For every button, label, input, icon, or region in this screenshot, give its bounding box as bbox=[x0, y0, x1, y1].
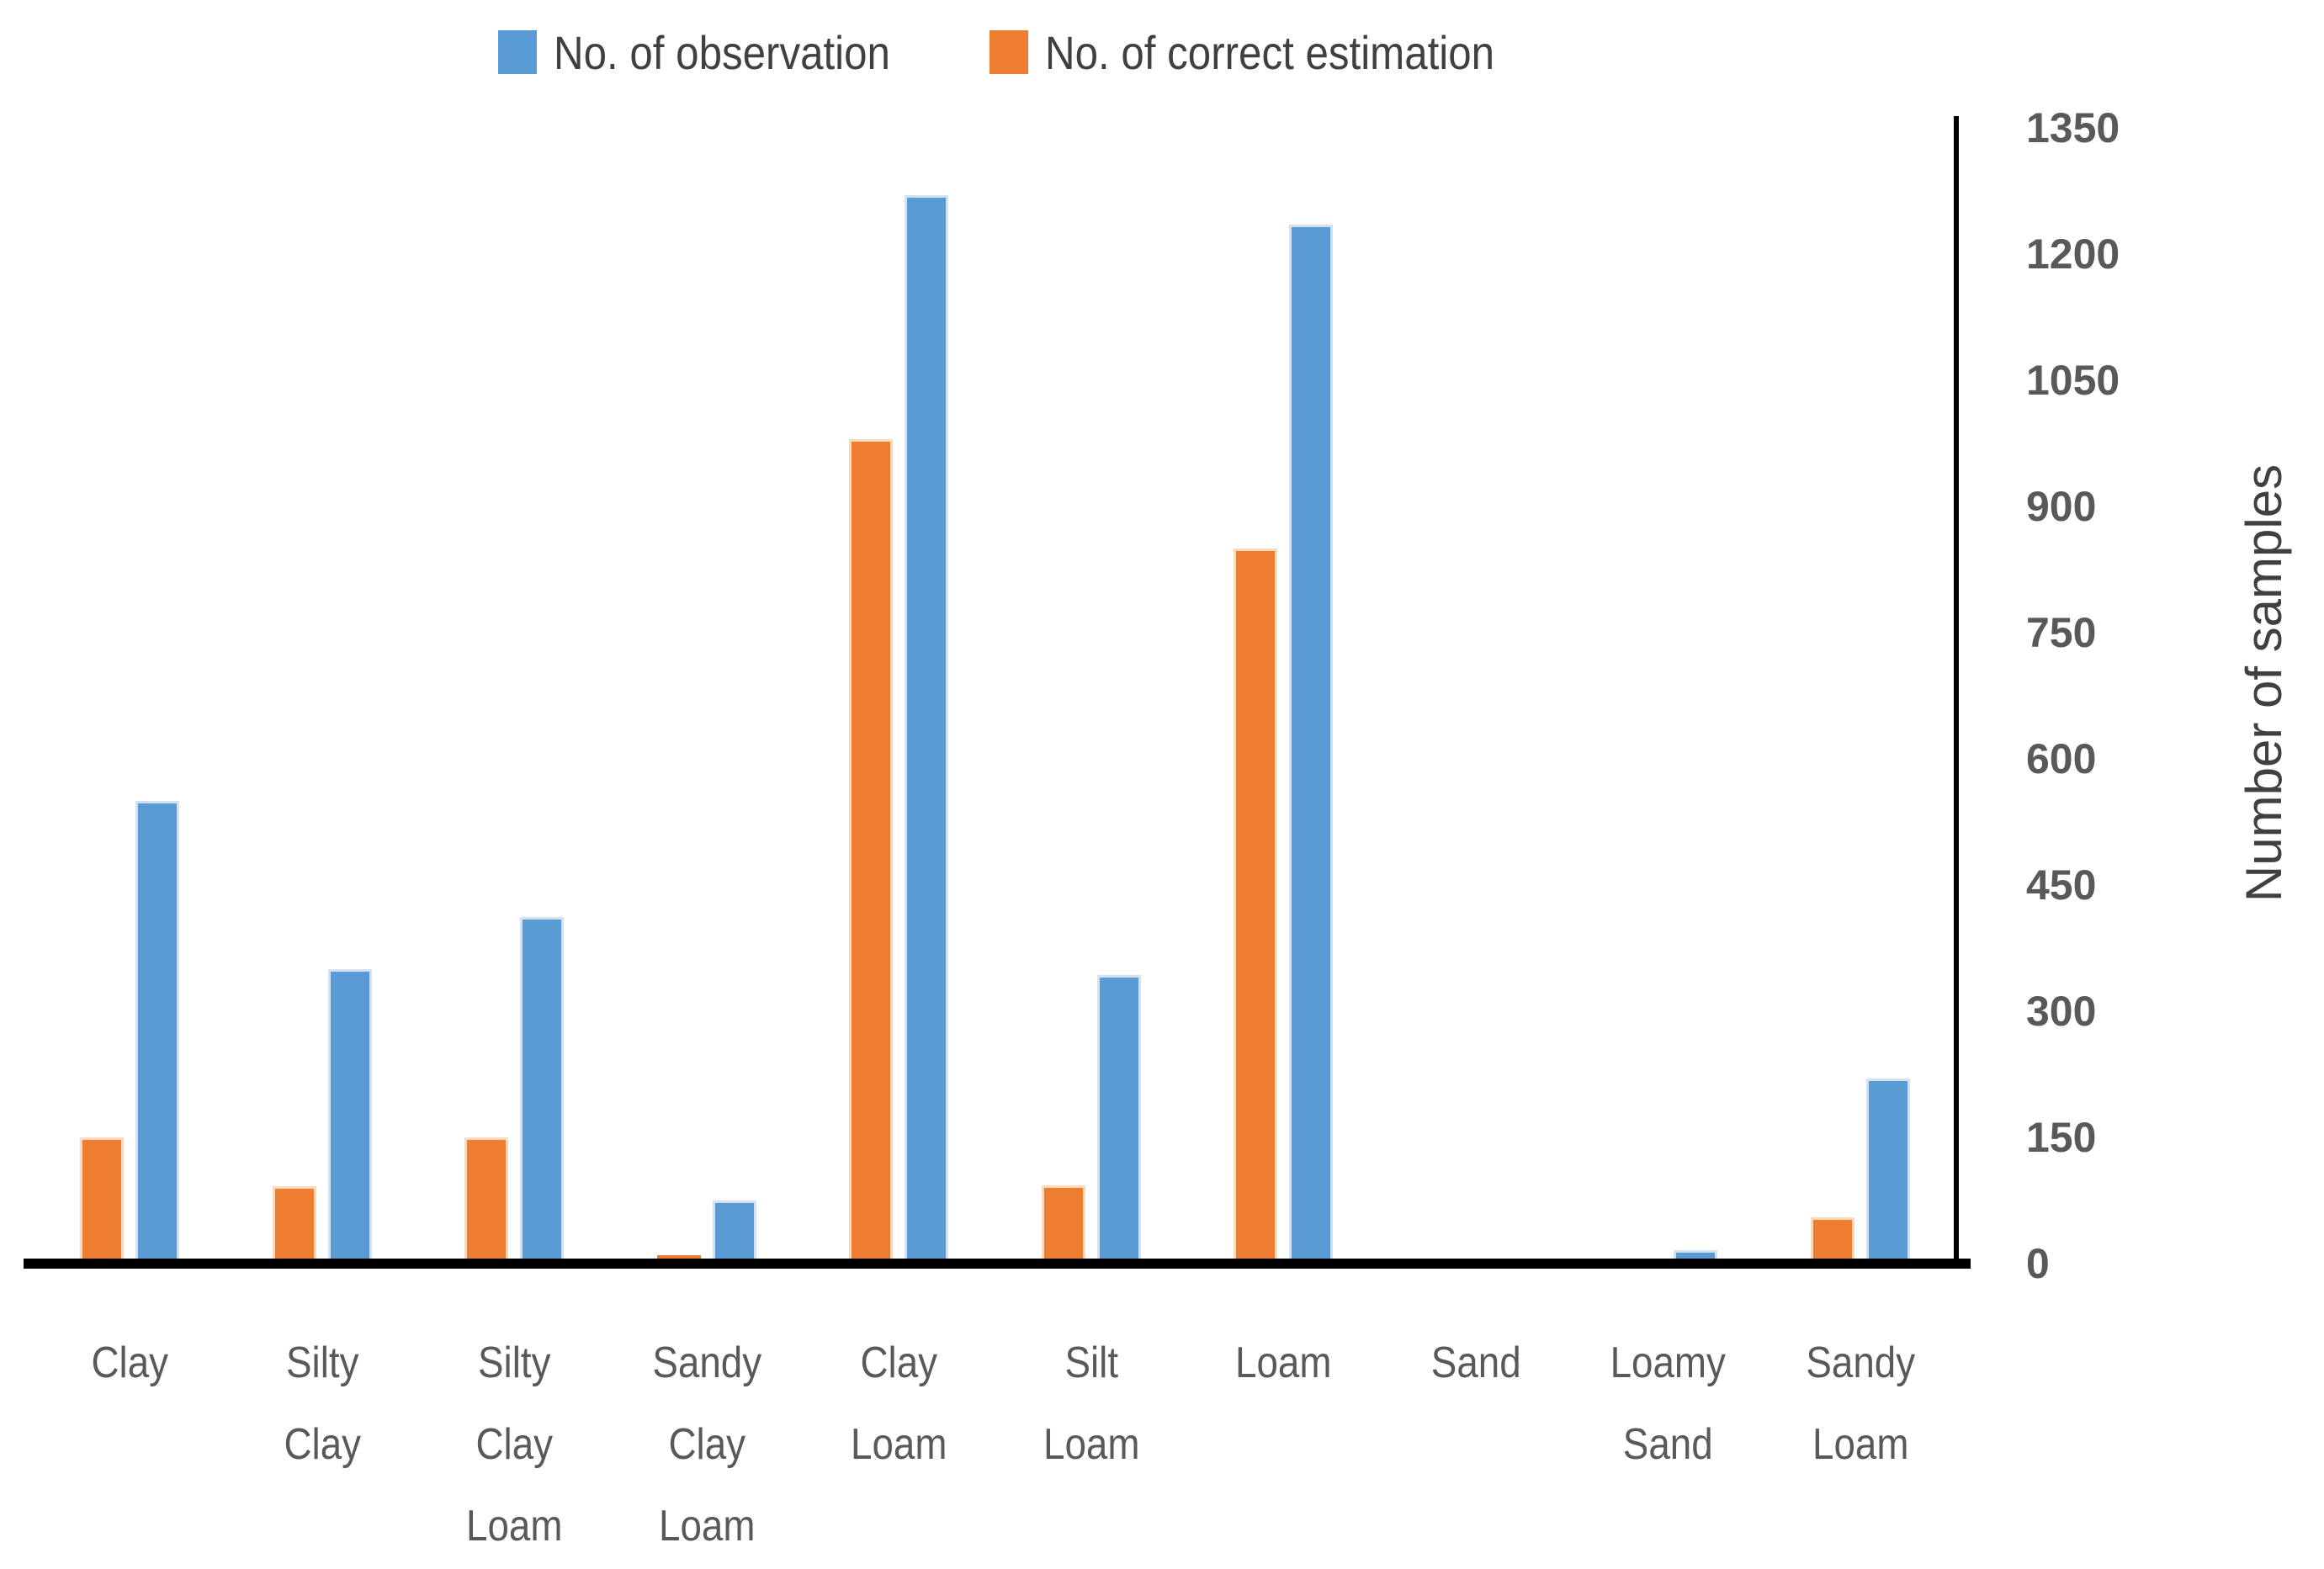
y-tick-300: 300 bbox=[2026, 988, 2097, 1035]
x-label-sandy-clay-loam: Sandy Clay Loam bbox=[651, 1338, 761, 1550]
bar-no-of-correct-estimation-clay-loam bbox=[849, 439, 894, 1264]
bar-no-of-correct-estimation-silty-clay bbox=[272, 1186, 316, 1264]
bar-group-sandy-clay-loam bbox=[611, 128, 804, 1264]
y-tick-1200: 1200 bbox=[2026, 231, 2120, 278]
y-tick-1350: 1350 bbox=[2026, 104, 2120, 151]
y-axis-title: Number of samples bbox=[2236, 464, 2292, 903]
bar-group-silt-loam bbox=[995, 128, 1188, 1264]
legend-item-no-of-correct-estimation: No. of correct estimation bbox=[990, 25, 1556, 80]
bar-no-of-correct-estimation-silt-loam bbox=[1041, 1185, 1085, 1264]
legend-swatch-icon bbox=[498, 30, 537, 74]
bar-no-of-correct-estimation-silty-clay-loam bbox=[464, 1137, 509, 1264]
bar-no-of-correct-estimation-sandy-loam bbox=[1810, 1217, 1854, 1264]
y-tick-1050: 1050 bbox=[2026, 357, 2120, 404]
bar-group-clay bbox=[34, 128, 226, 1264]
bar-no-of-observation-clay-loam bbox=[905, 195, 949, 1264]
bar-group-sand bbox=[1380, 128, 1573, 1264]
bar-no-of-observation-clay bbox=[135, 801, 180, 1264]
bar-no-of-observation-sandy-loam bbox=[1865, 1079, 1910, 1264]
x-label-sandy-loam: Sandy Loam bbox=[1805, 1338, 1915, 1469]
y-tick-750: 750 bbox=[2026, 609, 2097, 656]
bar-group-loamy-sand bbox=[1572, 128, 1764, 1264]
bar-group-silty-clay-loam bbox=[418, 128, 611, 1264]
bar-no-of-observation-silty-clay bbox=[327, 969, 372, 1264]
y-tick-0: 0 bbox=[2026, 1240, 2050, 1287]
legend-label: No. of correct estimation bbox=[1045, 25, 1495, 79]
x-label-clay: Clay bbox=[91, 1338, 169, 1387]
chart-legend: No. of observation No. of correct estimat… bbox=[498, 25, 1556, 79]
bar-no-of-observation-loam bbox=[1289, 225, 1334, 1264]
bar-no-of-observation-sandy-clay-loam bbox=[712, 1201, 756, 1264]
bar-no-of-correct-estimation-clay bbox=[80, 1137, 125, 1264]
y-tick-600: 600 bbox=[2026, 735, 2097, 782]
bar-no-of-observation-silt-loam bbox=[1096, 975, 1141, 1264]
x-label-silt-loam: Silt Loam bbox=[1043, 1338, 1139, 1469]
y-axis-line bbox=[1954, 116, 1959, 1268]
legend-label: No. of observation bbox=[554, 25, 890, 79]
x-label-silty-clay: Silty Clay bbox=[283, 1338, 361, 1469]
legend-swatch-icon bbox=[990, 30, 1029, 74]
x-label-clay-loam: Clay Loam bbox=[851, 1338, 947, 1469]
x-axis-line bbox=[24, 1259, 1971, 1269]
x-axis-labels: Clay Silty Clay Silty Clay Loam Sandy Clay … bbox=[34, 1323, 1956, 1567]
x-label-silty-clay-loam: Silty Clay Loam bbox=[466, 1338, 563, 1550]
bar-group-silty-clay bbox=[226, 128, 419, 1264]
bar-no-of-observation-silty-clay-loam bbox=[520, 917, 565, 1264]
x-label-loam: Loam bbox=[1235, 1338, 1332, 1387]
bar-group-sandy-loam bbox=[1764, 128, 1957, 1264]
y-tick-450: 450 bbox=[2026, 861, 2097, 909]
plot-area bbox=[34, 128, 1956, 1264]
bar-group-loam bbox=[1187, 128, 1380, 1264]
y-tick-150: 150 bbox=[2026, 1114, 2097, 1161]
y-tick-900: 900 bbox=[2026, 483, 2097, 530]
x-label-loamy-sand: Loamy Sand bbox=[1610, 1338, 1726, 1469]
bar-group-clay-loam bbox=[803, 128, 995, 1264]
legend-item-no-of-observation: No. of observation bbox=[498, 25, 936, 80]
x-label-sand: Sand bbox=[1430, 1338, 1521, 1387]
bar-no-of-correct-estimation-loam bbox=[1234, 549, 1278, 1264]
